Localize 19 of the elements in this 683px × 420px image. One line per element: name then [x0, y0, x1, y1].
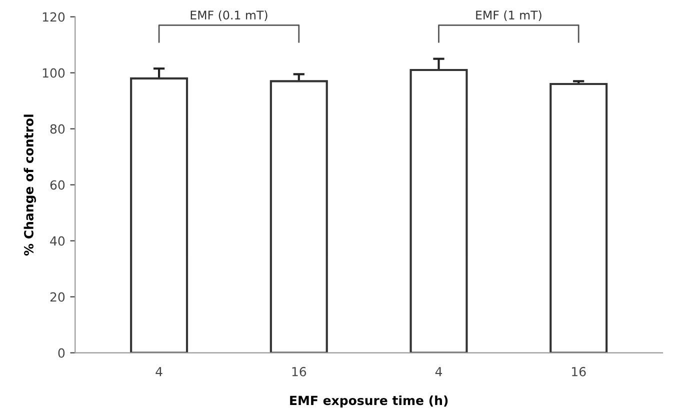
x-axis-title: EMF exposure time (h)	[290, 395, 448, 408]
bar	[270, 80, 328, 353]
bar	[410, 68, 468, 353]
y-axis-title: % Change of control	[24, 114, 36, 256]
y-tick-label: 60	[50, 180, 65, 190]
x-tick-label: 4	[156, 367, 162, 376]
y-tick-label: 100	[42, 68, 65, 78]
x-tick-label: 16	[572, 366, 586, 376]
y-tick-label: 120	[42, 12, 65, 22]
annotation: EMF (0.1 mT)	[190, 10, 268, 21]
y-tick-label: 20	[50, 292, 65, 302]
bar	[550, 82, 608, 353]
y-tick-label: 80	[50, 124, 65, 134]
y-tick-label: 0	[58, 348, 65, 358]
annotation: EMF (1 mT)	[476, 10, 542, 21]
y-tick-label: 40	[50, 236, 65, 246]
x-tick-label: 4	[435, 367, 442, 376]
bar	[130, 77, 188, 353]
x-tick-label: 16	[292, 366, 306, 376]
